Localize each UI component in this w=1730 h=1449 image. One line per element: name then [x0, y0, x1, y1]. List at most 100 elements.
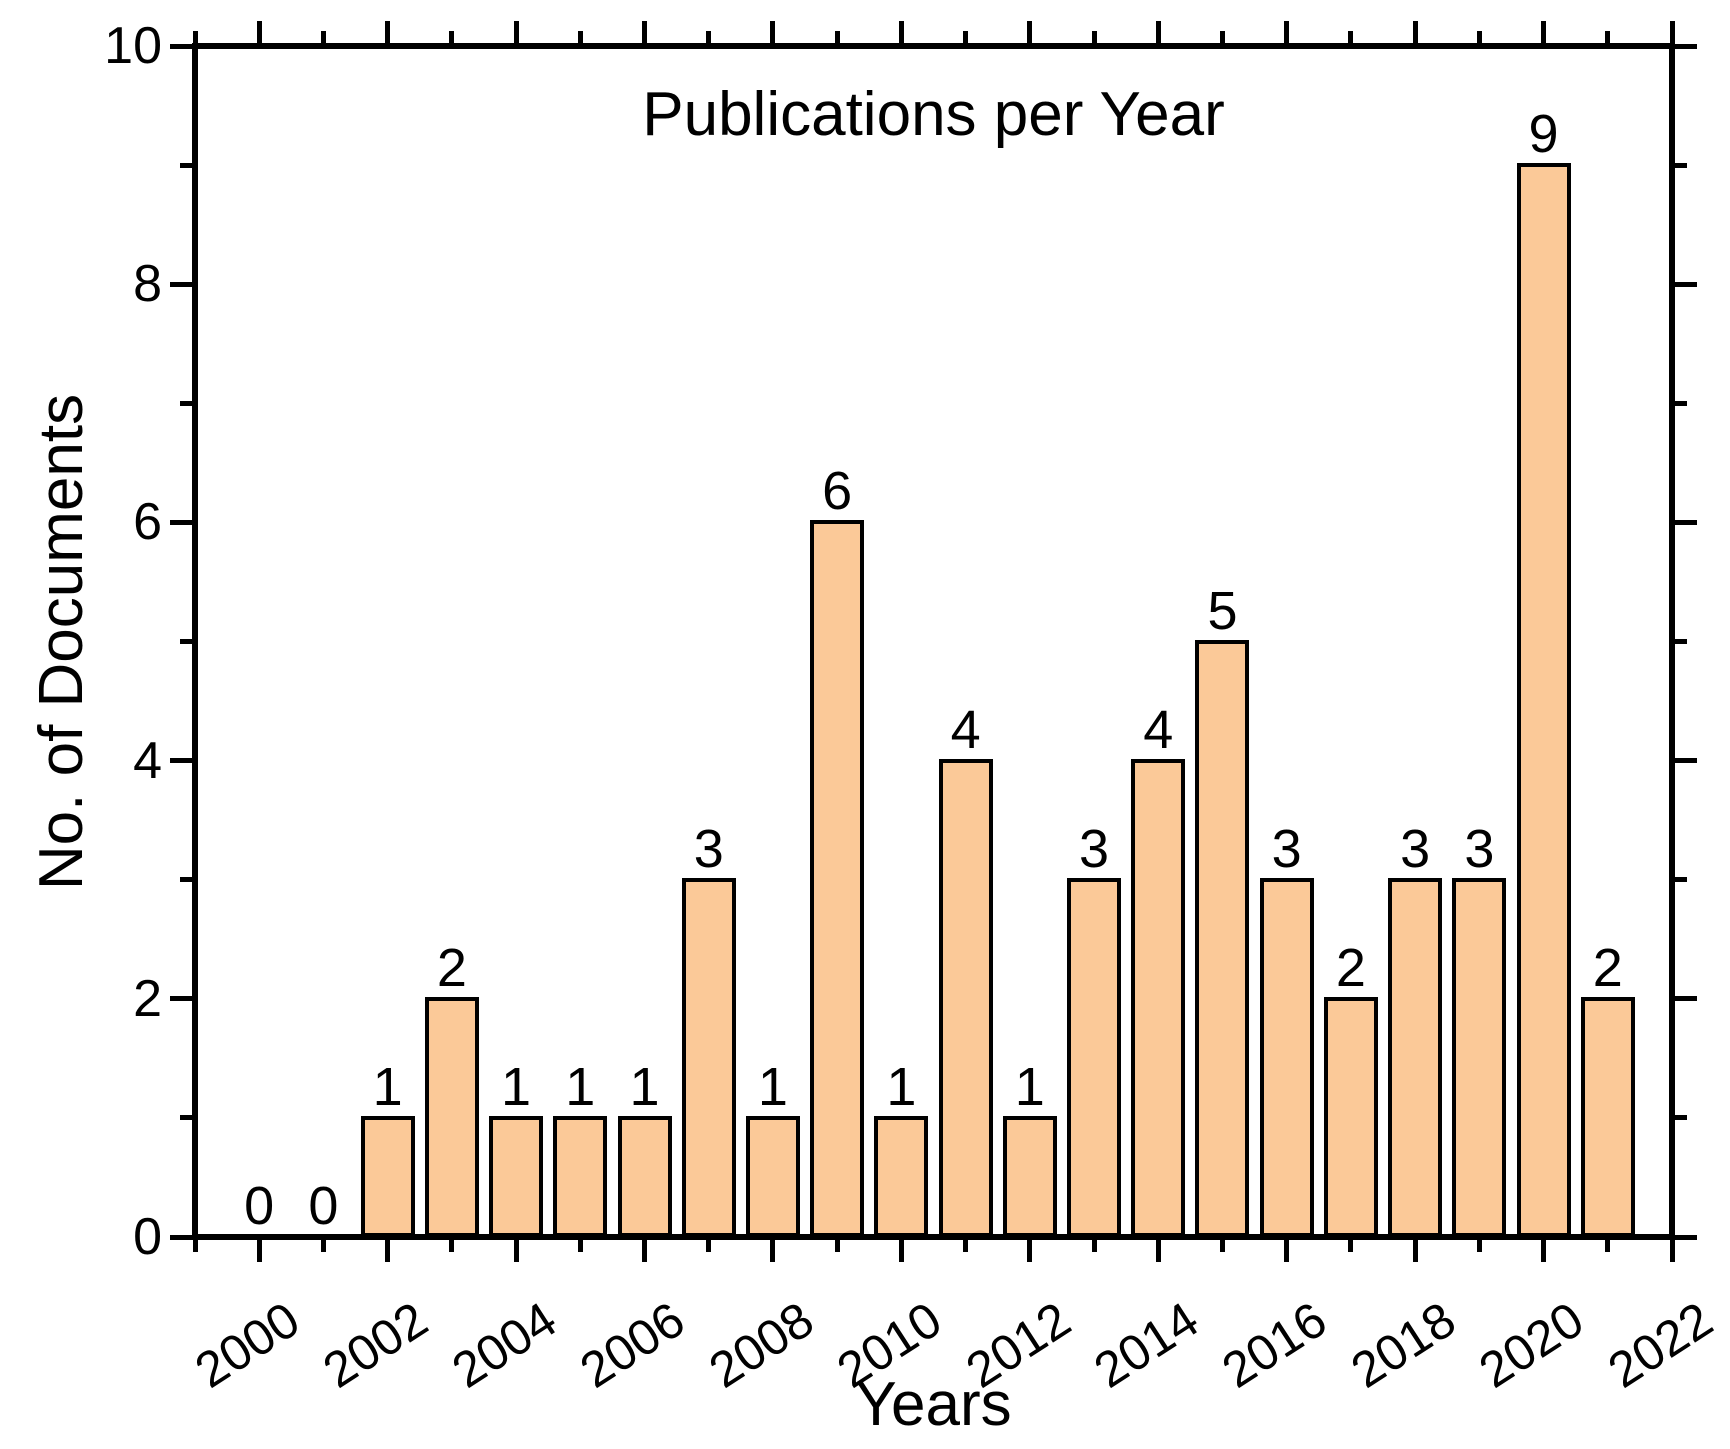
x-minor-tick-2003-bottom: [449, 1240, 454, 1252]
y-major-tick-4-left: [170, 758, 192, 763]
y-major-tick-6-right: [1675, 520, 1697, 525]
y-major-tick-4-right: [1675, 758, 1697, 763]
x-minor-tick-2013-top: [1092, 31, 1097, 43]
x-major-tick-2000-top: [257, 21, 262, 43]
bar-value-label-2018: 3: [1400, 818, 1431, 879]
bar-value-label-2008: 1: [757, 1056, 788, 1117]
y-minor-tick-5-left: [180, 639, 192, 644]
x-major-tick-2006-top: [642, 21, 647, 43]
x-minor-tick-2017-top: [1348, 31, 1353, 43]
chart-title: Publications per Year: [642, 80, 1225, 149]
bar-value-label-2009: 6: [822, 461, 853, 522]
x-minor-tick-2009-top: [835, 31, 840, 43]
bar-value-label-2021: 2: [1592, 937, 1623, 998]
x-minor-tick-2005-bottom: [578, 1240, 583, 1252]
x-major-tick-2004-top: [514, 21, 519, 43]
bar-value-label-2006: 1: [629, 1056, 660, 1117]
y-major-tick-10-left: [170, 44, 192, 49]
y-tick-label-8: 8: [133, 255, 162, 314]
x-major-tick-2002-top: [385, 21, 390, 43]
bar-value-label-2016: 3: [1271, 818, 1302, 879]
bar-value-label-2014: 4: [1143, 699, 1174, 760]
y-axis-title: No. of Documents: [27, 393, 96, 891]
y-minor-tick-3-left: [180, 877, 192, 882]
x-minor-tick-2005-top: [578, 31, 583, 43]
x-major-tick-2010-bottom: [899, 1240, 904, 1262]
y-tick-label-6: 6: [133, 493, 162, 552]
x-minor-tick-2001-bottom: [321, 1240, 326, 1252]
bar-2021: [1580, 996, 1635, 1237]
bar-2009: [810, 520, 865, 1237]
y-major-tick-8-right: [1675, 282, 1697, 287]
x-minor-tick-2019-top: [1477, 31, 1482, 43]
x-major-tick-2012-top: [1027, 21, 1032, 43]
bar-2011: [938, 758, 993, 1237]
x-major-tick-2012-bottom: [1027, 1240, 1032, 1262]
x-major-tick-2004-bottom: [514, 1240, 519, 1262]
y-minor-tick-9-left: [180, 163, 192, 168]
y-tick-label-4: 4: [133, 731, 162, 790]
bar-value-label-2020: 9: [1528, 104, 1559, 165]
y-minor-tick-7-right: [1675, 401, 1687, 406]
x-major-tick-2018-top: [1413, 21, 1418, 43]
bar-2002: [360, 1115, 415, 1237]
bar-2017: [1323, 996, 1378, 1237]
x-minor-tick-1999-bottom: [193, 1240, 198, 1252]
bar-2020: [1516, 163, 1571, 1237]
bar-2016: [1259, 877, 1314, 1237]
y-major-tick-10-right: [1675, 44, 1697, 49]
bar-value-label-2003: 2: [436, 937, 467, 998]
x-major-tick-2008-bottom: [770, 1240, 775, 1262]
x-minor-tick-2003-top: [449, 31, 454, 43]
bar-value-label-2005: 1: [565, 1056, 596, 1117]
x-minor-tick-2021-bottom: [1605, 1240, 1610, 1252]
bar-value-label-2019: 3: [1464, 818, 1495, 879]
y-major-tick-2-left: [170, 996, 192, 1001]
x-minor-tick-1999-top: [193, 31, 198, 43]
bar-value-label-2012: 1: [1014, 1056, 1045, 1117]
x-major-tick-2010-top: [899, 21, 904, 43]
x-major-tick-2006-bottom: [642, 1240, 647, 1262]
x-minor-tick-2015-bottom: [1220, 1240, 1225, 1252]
bar-2014: [1131, 758, 1186, 1237]
y-major-tick-6-left: [170, 520, 192, 525]
bar-2018: [1388, 877, 1443, 1237]
bar-2019: [1452, 877, 1507, 1237]
bar-value-label-2000: 0: [244, 1176, 275, 1236]
y-minor-tick-7-left: [180, 401, 192, 406]
bar-value-label-2002: 1: [372, 1056, 403, 1117]
x-minor-tick-2007-bottom: [706, 1240, 711, 1252]
bar-2005: [553, 1115, 608, 1237]
bar-2007: [681, 877, 736, 1237]
x-major-tick-2022-bottom: [1670, 1240, 1675, 1262]
bar-2003: [424, 996, 479, 1237]
bar-2004: [489, 1115, 544, 1237]
bar-2006: [617, 1115, 672, 1237]
bar-2013: [1067, 877, 1122, 1237]
bar-value-label-2017: 2: [1335, 937, 1366, 998]
y-minor-tick-9-right: [1675, 163, 1687, 168]
x-major-tick-2020-bottom: [1541, 1240, 1546, 1262]
x-major-tick-2008-top: [770, 21, 775, 43]
y-tick-label-2: 2: [133, 969, 162, 1028]
y-major-tick-8-left: [170, 282, 192, 287]
bar-value-label-2015: 5: [1207, 580, 1238, 641]
x-minor-tick-2007-top: [706, 31, 711, 43]
y-tick-label-0: 0: [133, 1208, 162, 1266]
y-major-tick-0-right: [1675, 1235, 1697, 1240]
y-minor-tick-1-right: [1675, 1115, 1687, 1120]
x-major-tick-2014-top: [1156, 21, 1161, 43]
y-tick-label-10: 10: [104, 17, 162, 75]
bar-value-label-2001: 0: [308, 1176, 339, 1236]
x-major-tick-2014-bottom: [1156, 1240, 1161, 1262]
x-minor-tick-2021-top: [1605, 31, 1610, 43]
y-minor-tick-1-left: [180, 1115, 192, 1120]
y-minor-tick-5-right: [1675, 639, 1687, 644]
x-minor-tick-2017-bottom: [1348, 1240, 1353, 1252]
bar-value-label-2011: 4: [950, 699, 981, 760]
y-major-tick-2-right: [1675, 996, 1697, 1001]
bar-value-label-2013: 3: [1079, 818, 1110, 879]
x-minor-tick-2011-top: [963, 31, 968, 43]
x-major-tick-2016-top: [1284, 21, 1289, 43]
